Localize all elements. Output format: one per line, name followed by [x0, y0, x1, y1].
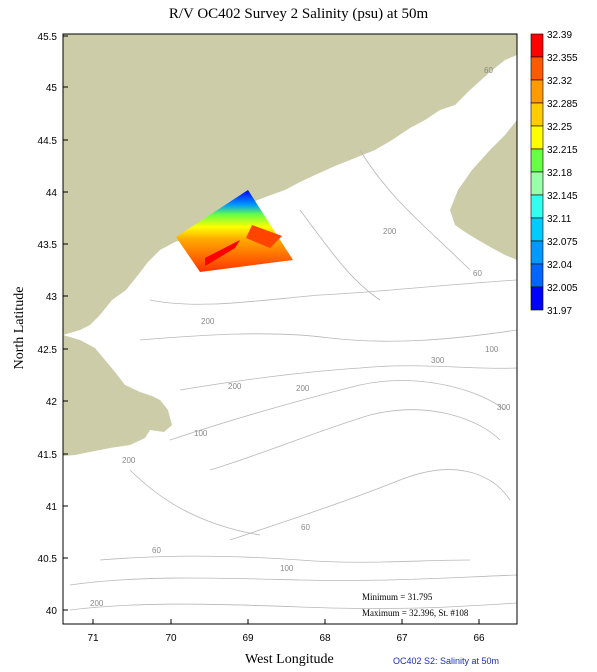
land-maine	[63, 34, 517, 335]
lon-tick-label: 68	[319, 633, 331, 644]
figure-footer: OC402 S2: Salinity at 50m	[393, 656, 500, 666]
lon-tick-label: 69	[242, 633, 254, 644]
longitude-axis: 71 70 69 68 67 66	[87, 619, 485, 644]
isobath-label: 200	[383, 227, 397, 236]
lat-tick-label: 44.5	[38, 136, 58, 147]
isobath-label: 100	[280, 564, 294, 573]
land-nova-scotia	[450, 120, 517, 260]
lat-tick-label: 43	[46, 292, 58, 303]
colorbar-label: 32.005	[547, 283, 578, 294]
isobath-label: 200	[201, 317, 215, 326]
isobath-label: 300	[497, 403, 511, 412]
latitude-axis: 45.5 45 44.5 44 43.5 43 42.5 42 41.5 41 …	[38, 32, 68, 617]
lon-tick-label: 71	[87, 633, 99, 644]
lat-tick-label: 41	[46, 502, 58, 513]
colorbar-label: 32.215	[547, 145, 578, 156]
lat-tick-label: 43.5	[38, 240, 58, 251]
lat-tick-label: 42.5	[38, 345, 58, 356]
colorbar-label: 32.075	[547, 237, 578, 248]
isobath-label: 300	[431, 356, 445, 365]
colorbar	[530, 33, 544, 311]
colorbar-label: 32.32	[547, 76, 572, 87]
bathymetry-contours	[69, 149, 517, 611]
map-title: R/V OC402 Survey 2 Salinity (psu) at 50m	[168, 6, 429, 22]
isobath-label: 200	[228, 382, 242, 391]
x-axis-label: West Longitude	[245, 652, 334, 667]
isobath-labels: 60 200 60 200 200 300 100 200 300 100 20…	[90, 66, 511, 608]
isobath-label: 60	[301, 523, 310, 532]
colorbar-label: 31.97	[547, 306, 572, 317]
salinity-max-band	[205, 240, 240, 266]
colorbar-labels: 32.39 32.355 32.32 32.285 32.25 32.215 3…	[547, 30, 578, 317]
colorbar-label: 32.39	[547, 30, 572, 41]
isobath-label: 200	[122, 456, 136, 465]
colorbar-label: 32.11	[547, 214, 572, 225]
isobath-label: 60	[152, 546, 161, 555]
isobath-label: 60	[473, 269, 482, 278]
lon-tick-label: 66	[473, 633, 485, 644]
colorbar-label: 32.25	[547, 122, 572, 133]
colorbar-label: 32.285	[547, 99, 578, 110]
lon-tick-label: 70	[165, 633, 177, 644]
land-massachusetts	[63, 335, 172, 456]
isobath-label: 200	[296, 384, 310, 393]
lat-tick-label: 44	[46, 188, 58, 199]
salinity-survey-patch	[176, 190, 293, 272]
isobath-label: 100	[485, 345, 499, 354]
lat-tick-label: 45	[46, 83, 58, 94]
lat-tick-label: 40	[46, 606, 58, 617]
maximum-stat: Maximum = 32.396, St. #108	[362, 608, 469, 618]
map-frame	[62, 33, 518, 625]
isobath-label: 60	[484, 66, 493, 75]
colorbar-label: 32.18	[547, 168, 572, 179]
salinity-high-band	[246, 225, 282, 248]
colorbar-label: 32.04	[547, 260, 572, 271]
lat-tick-label: 40.5	[38, 554, 58, 565]
lat-tick-label: 42	[46, 397, 58, 408]
isobath-label: 100	[194, 429, 208, 438]
lat-tick-label: 41.5	[38, 450, 58, 461]
isobath-label: 200	[90, 599, 104, 608]
lon-tick-label: 67	[396, 633, 408, 644]
lat-tick-label: 45.5	[38, 32, 58, 43]
colorbar-label: 32.355	[547, 53, 578, 64]
colorbar-label: 32.145	[547, 191, 578, 202]
minimum-stat: Minimum = 31.795	[362, 592, 433, 602]
